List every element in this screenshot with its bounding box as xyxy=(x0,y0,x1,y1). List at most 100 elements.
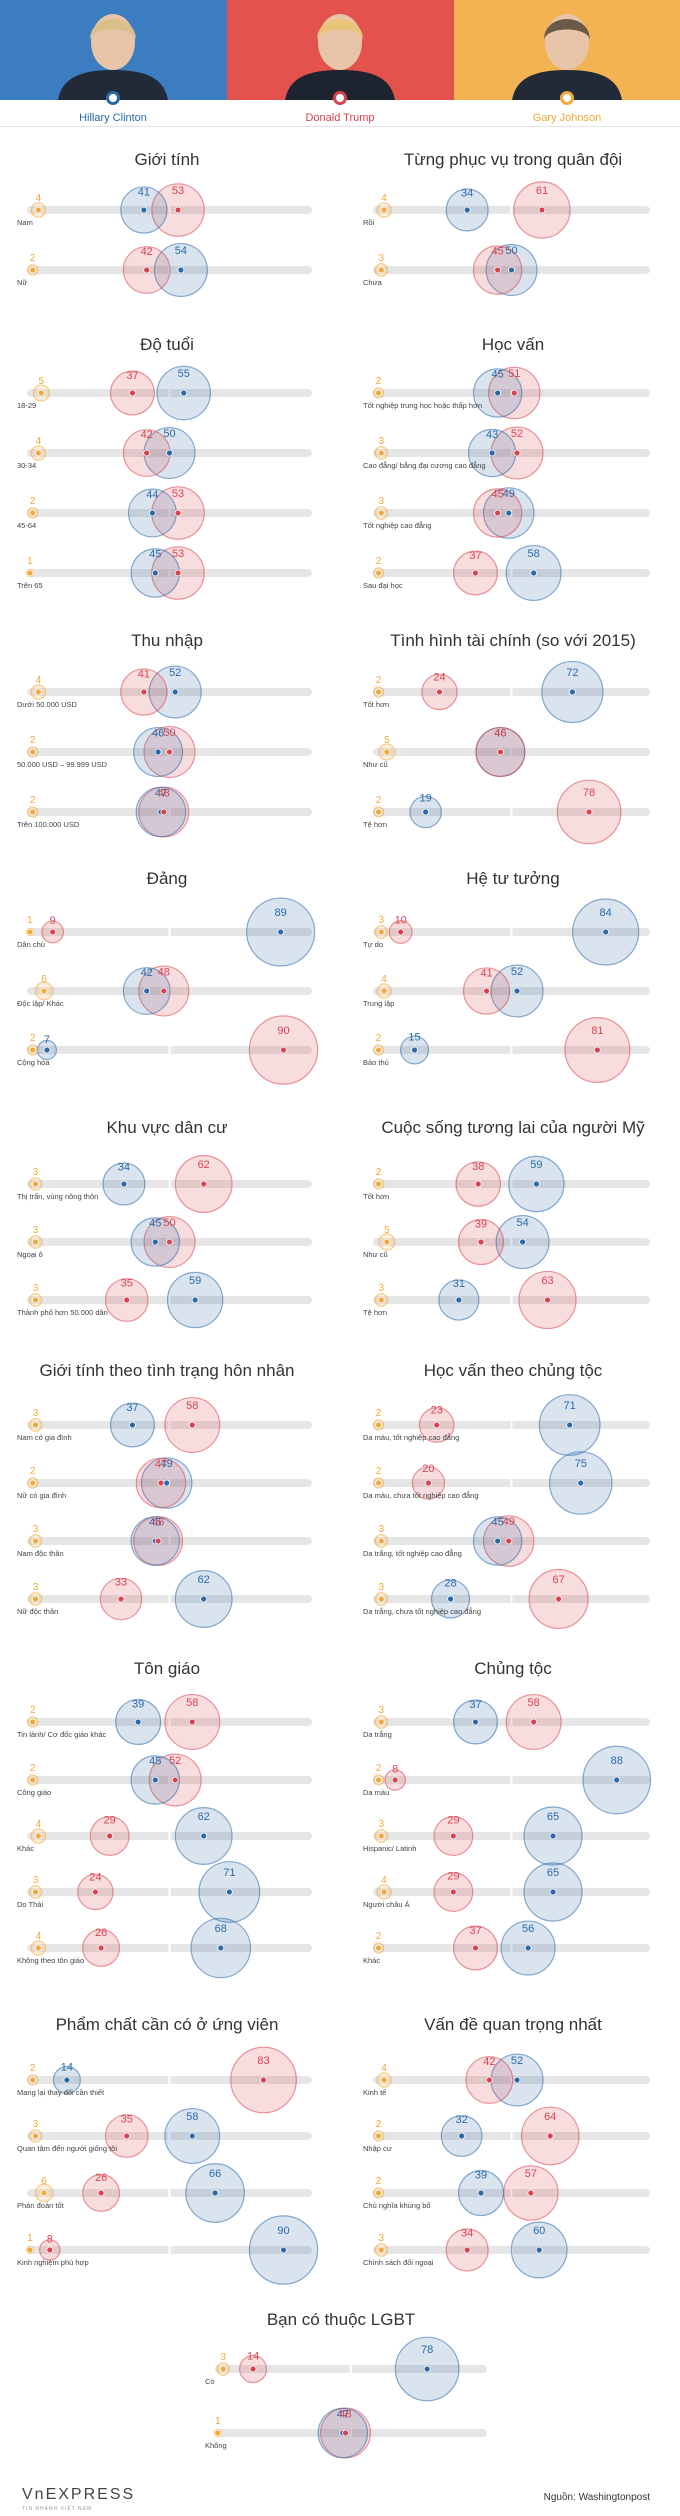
clinton-value-label: 32 xyxy=(456,2114,468,2126)
clinton-value-label: 84 xyxy=(600,907,612,919)
trump-point xyxy=(513,449,521,457)
clinton-point xyxy=(200,1832,208,1840)
johnson-point xyxy=(375,389,382,397)
chart-row: 37 58 3 Nam có gia đình xyxy=(17,1396,312,1454)
johnson-point xyxy=(40,987,48,995)
trump-value-label: 42 xyxy=(141,246,153,258)
clinton-point xyxy=(613,1776,621,1784)
johnson-point xyxy=(377,2246,385,2254)
johnson-value-label: 2 xyxy=(376,675,382,686)
johnson-value-label: 3 xyxy=(379,1582,385,1593)
johnson-point xyxy=(375,569,382,577)
trump-value-label: 57 xyxy=(525,2168,537,2180)
chart-row: 52 41 4 Dưới 50.000 USD xyxy=(17,665,312,719)
trump-value-label: 41 xyxy=(138,668,150,680)
clinton-point xyxy=(143,987,151,995)
trump-point xyxy=(474,1180,482,1188)
trump-value-label: 46 xyxy=(494,728,506,740)
trump-value-label: 90 xyxy=(277,1025,289,1037)
johnson-point xyxy=(214,2429,222,2437)
clinton-point xyxy=(423,2365,431,2373)
trump-value-label: 24 xyxy=(433,671,445,683)
chart-row: 37 58 3 Da trắng xyxy=(363,1693,650,1751)
trump-point xyxy=(391,1776,399,1784)
johnson-value-label: 4 xyxy=(36,1931,42,1942)
trump-value-label: 81 xyxy=(591,1025,603,1037)
row-label: Nhập cư xyxy=(363,2144,392,2153)
johnson-value-label: 3 xyxy=(379,915,385,926)
clinton-value-label: 41 xyxy=(138,186,150,198)
chart-row: 42 48 6 Độc lập/ Khác xyxy=(17,965,312,1017)
trump-value-label: 48 xyxy=(158,966,170,978)
chart-title: Chủng tộc xyxy=(474,1659,552,1678)
chart-row: 55 37 5 18-29 xyxy=(17,365,312,421)
clinton-point xyxy=(188,2132,196,2140)
johnson-value-label: 3 xyxy=(33,1283,39,1294)
trump-value-label: 35 xyxy=(121,1277,133,1289)
row-label: Mang lại thay đổi cần thiết xyxy=(17,2088,105,2097)
clinton-point xyxy=(472,1718,479,1726)
chart-row: 75 20 2 Da màu, chưa tốt nghiệp cao đẳng xyxy=(363,1451,650,1515)
candidate-marker xyxy=(333,91,347,105)
clinton-value-label: 43 xyxy=(486,429,498,441)
trump-point xyxy=(106,1832,114,1840)
johnson-point xyxy=(32,1296,39,1304)
chart-title: Giới tính xyxy=(134,150,199,169)
trump-point xyxy=(143,266,151,274)
johnson-value-label: 3 xyxy=(33,2119,39,2130)
trump-value-label: 26 xyxy=(95,1927,107,1939)
johnson-point xyxy=(377,928,385,936)
chart-title: Cuộc sống tương lai của người Mỹ xyxy=(381,1118,645,1137)
row-label: Trung lập xyxy=(363,999,394,1008)
trump-point xyxy=(494,266,502,274)
johnson-point xyxy=(32,2132,39,2140)
johnson-point xyxy=(377,449,385,457)
clinton-value-label: 34 xyxy=(461,187,473,199)
johnson-point xyxy=(375,2132,382,2140)
johnson-value-label: 2 xyxy=(376,1931,382,1942)
johnson-value-label: 2 xyxy=(30,2063,36,2074)
johnson-value-label: 2 xyxy=(376,2119,382,2130)
chart-row: 52 41 4 Trung lập xyxy=(363,964,650,1018)
row-label: Như cũ xyxy=(363,1250,388,1259)
candidate-marker xyxy=(106,91,120,105)
johnson-value-label: 2 xyxy=(376,795,382,806)
johnson-point xyxy=(26,928,34,936)
clinton-point xyxy=(280,2246,287,2254)
clinton-value-label: 89 xyxy=(275,907,287,919)
trump-value-label: 53 xyxy=(172,548,184,560)
trump-point xyxy=(483,987,490,995)
johnson-point xyxy=(26,2246,34,2254)
clinton-point xyxy=(477,2189,485,2197)
clinton-value-label: 62 xyxy=(198,1811,210,1823)
row-label: Chính sách đối ngoại xyxy=(363,2258,434,2267)
johnson-value-label: 1 xyxy=(215,2416,221,2427)
clinton-point xyxy=(463,206,471,214)
row-label: Nữ có gia đình xyxy=(17,1491,66,1500)
trump-point xyxy=(546,2132,554,2140)
row-label: Trên 100.000 USD xyxy=(17,820,80,829)
clinton-value-label: 88 xyxy=(611,1755,623,1767)
trump-point xyxy=(157,1479,165,1487)
clinton-point xyxy=(177,266,185,274)
row-label: Cao đẳng/ bằng đại cương cao đẳng xyxy=(363,461,486,470)
row-label: Da màu, chưa tốt nghiệp cao đẳng xyxy=(363,1491,479,1500)
clinton-value-label: 54 xyxy=(175,245,187,257)
clinton-value-label: 14 xyxy=(61,2062,73,2074)
chart-row: 44 53 2 45-64 xyxy=(17,486,312,540)
clinton-value-label: 90 xyxy=(277,2225,289,2237)
row-label: Bảo thủ xyxy=(363,1058,389,1067)
vnexpress-logo[interactable]: VnEXPRESS TIN NHANH VIỆT NAM xyxy=(22,2486,135,2512)
trump-point xyxy=(166,748,173,756)
chart-title: Độ tuổi xyxy=(140,335,194,354)
row-label: Nữ độc thân xyxy=(17,1607,58,1616)
johnson-value-label: 2 xyxy=(30,496,36,507)
chart-row: 34 61 4 Rồi xyxy=(363,181,650,239)
johnson-value-label: 2 xyxy=(30,1705,36,1716)
chart-title: Vấn đề quan trọng nhất xyxy=(424,2015,602,2034)
header: Hillary Clinton Donald Trump Gary Johnson xyxy=(0,0,680,132)
trump-value-label: 9 xyxy=(50,915,56,927)
clinton-value-label: 68 xyxy=(215,1923,227,1935)
row-label: 30-34 xyxy=(17,461,36,470)
